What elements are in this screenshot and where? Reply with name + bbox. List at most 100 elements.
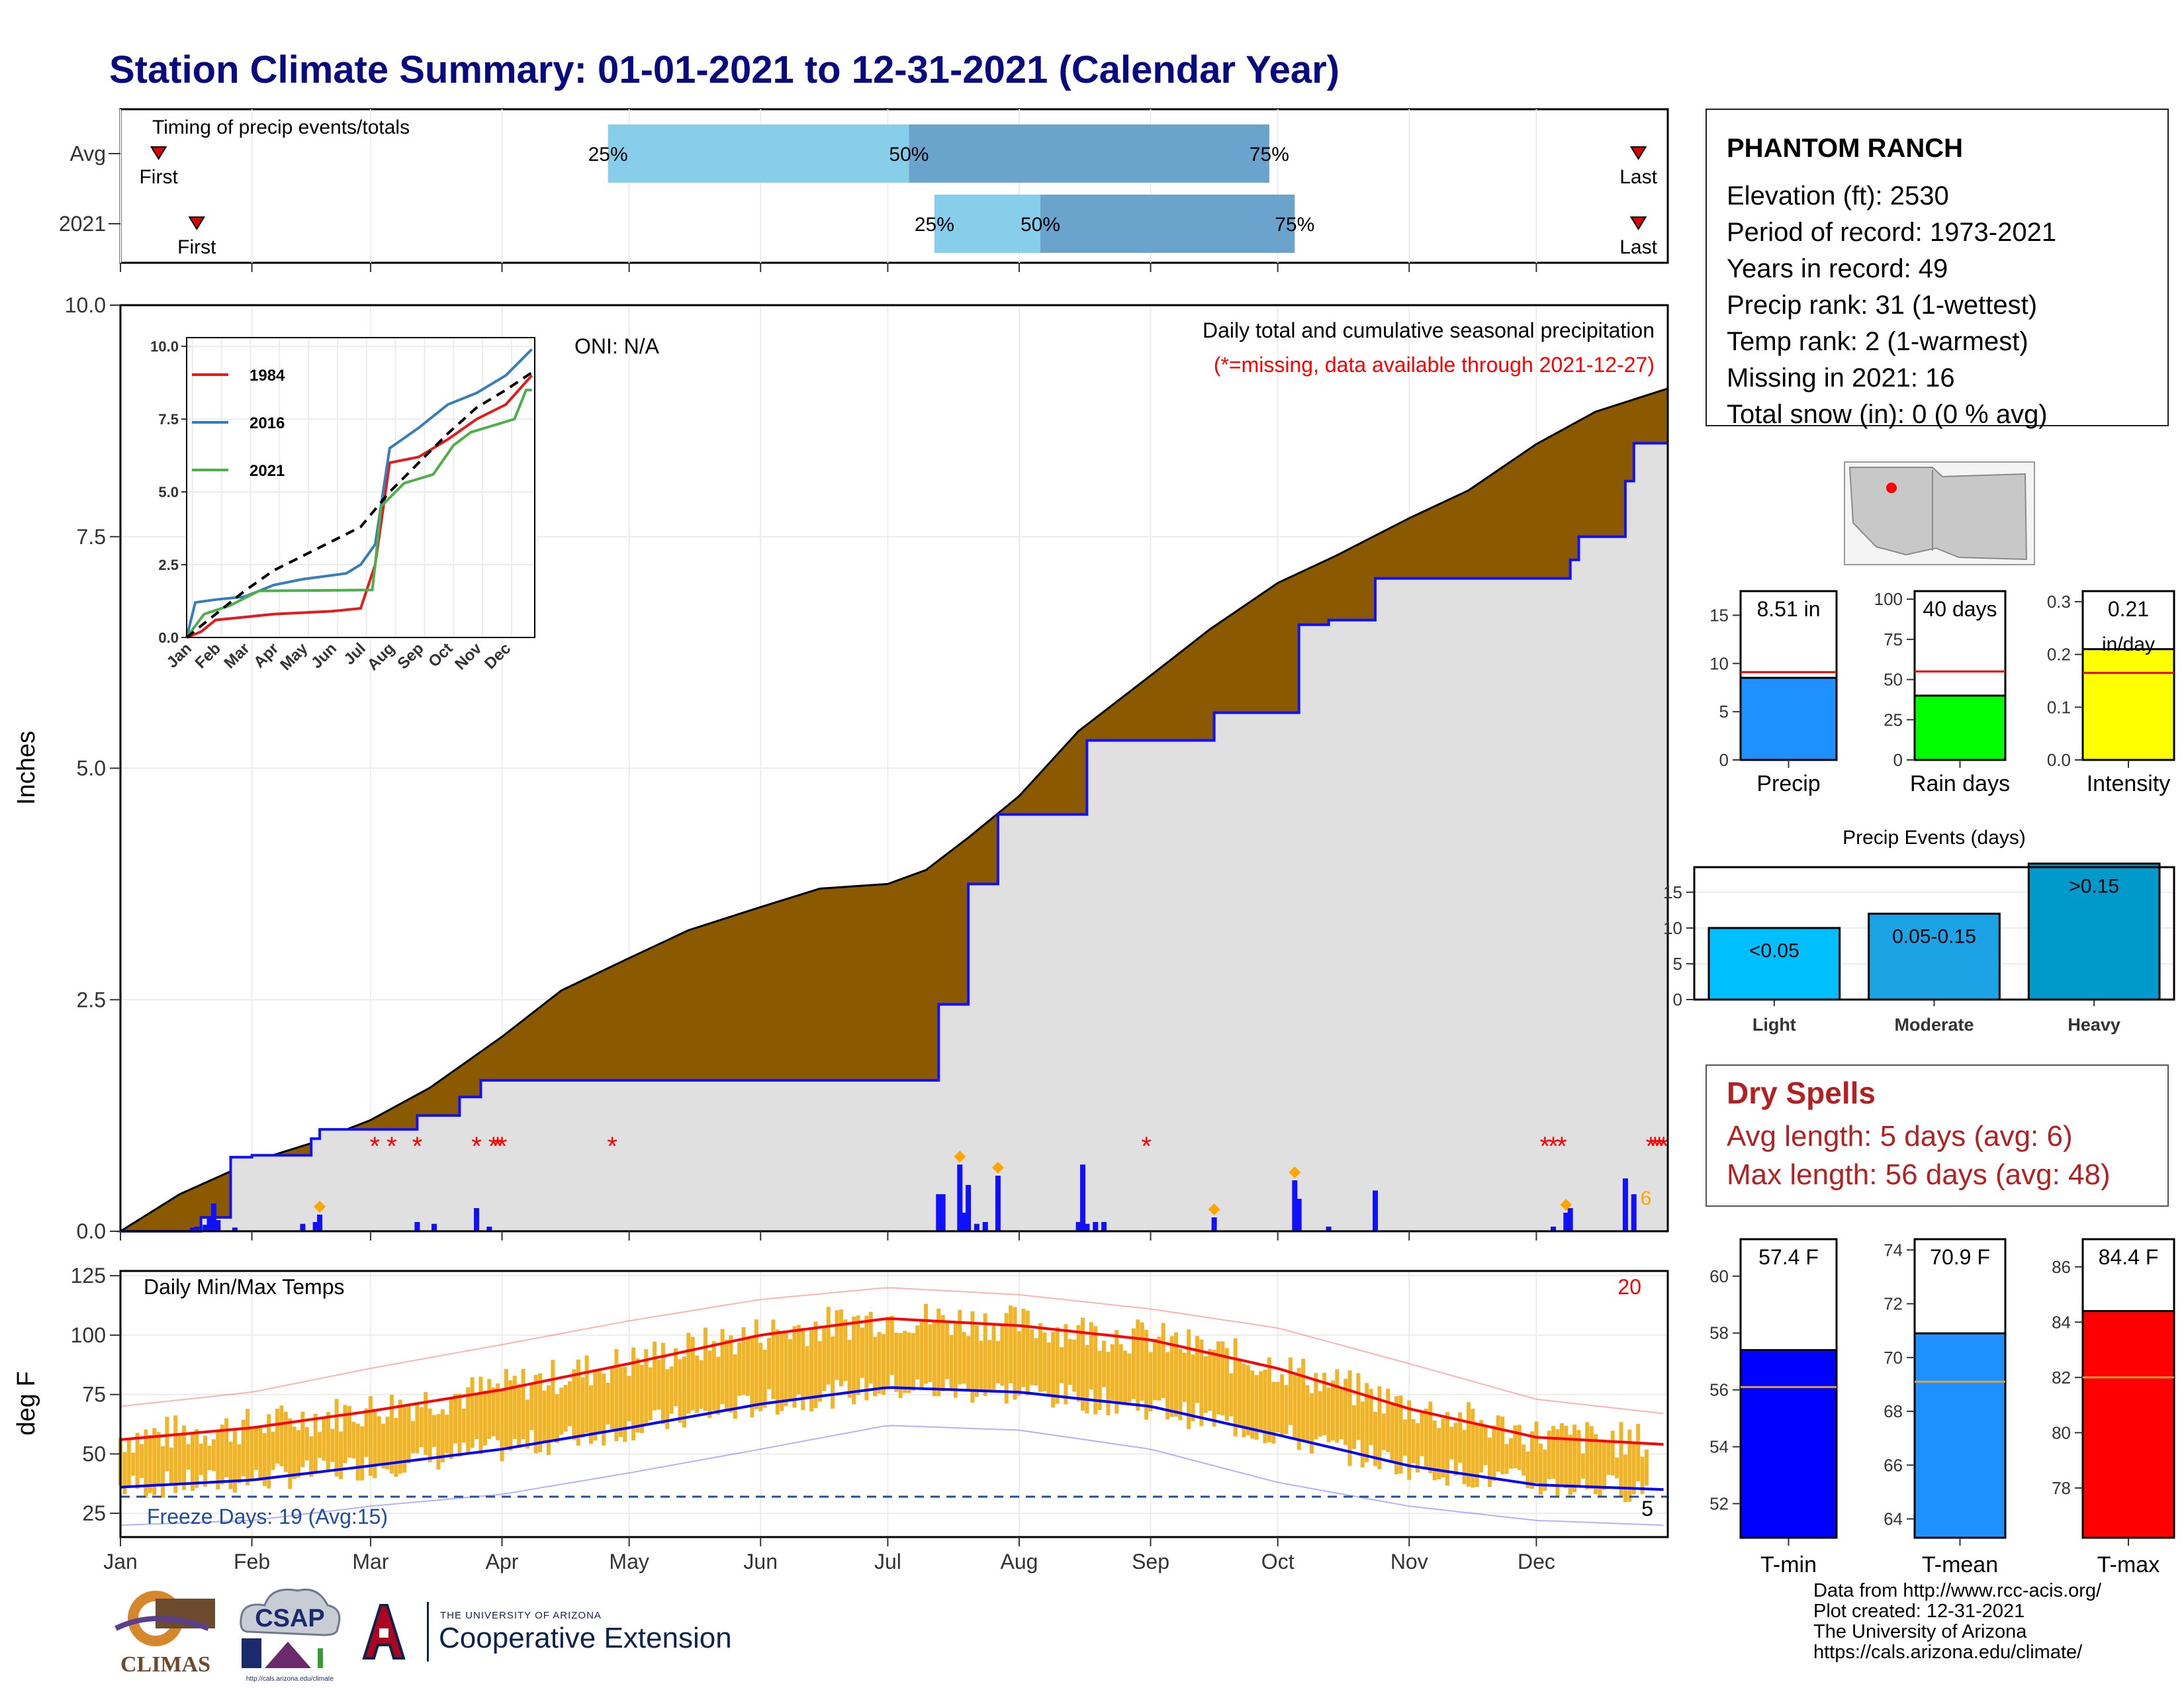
precip-y-tick-label: 10.0 — [65, 293, 106, 317]
daily-temp-bar — [1534, 1421, 1539, 1483]
daily-temp-bar — [186, 1444, 191, 1470]
page-title: Station Climate Summary: 01-01-2021 to 1… — [109, 48, 1340, 91]
inset-y-tick-label: 5.0 — [158, 484, 179, 500]
missing-day-marker: * — [370, 1132, 381, 1161]
footer-credits: Data from http://www.rcc-acis.org/ Plot … — [1813, 1581, 2101, 1663]
events-y-tick-label: 5 — [1673, 954, 1682, 974]
daily-temp-bar — [500, 1390, 504, 1462]
cumulative-2021-line — [120, 442, 1668, 1233]
daily-temp-bar — [1483, 1427, 1488, 1466]
daily-temp-bar — [953, 1323, 958, 1398]
missing-day-marker: * — [1539, 1132, 1550, 1161]
daily-temp-bar — [258, 1427, 263, 1481]
events-panel-frame — [1693, 866, 2175, 1001]
daily-temp-bar — [860, 1327, 864, 1378]
daily-temp-bar — [1051, 1332, 1056, 1408]
daily-temp-bar — [1157, 1336, 1161, 1401]
daily-temp-bar — [940, 1315, 945, 1391]
inset-legend-label: 1984 — [250, 367, 285, 385]
daily-temp-bar — [1136, 1319, 1140, 1411]
record-low-line — [120, 1425, 1664, 1526]
daily-temp-bar — [207, 1445, 212, 1470]
daily-temp-bar — [283, 1411, 288, 1472]
daily-temp-bar — [686, 1333, 691, 1414]
missing-day-marker: * — [492, 1132, 503, 1161]
daily-temp-bar — [1259, 1371, 1263, 1432]
daily-temp-bar — [482, 1390, 487, 1446]
daily-precip-bar — [474, 1208, 480, 1231]
daily-temp-bar — [250, 1428, 254, 1481]
daily-temp-bar — [1458, 1412, 1463, 1463]
daily-temp-bar — [1636, 1424, 1641, 1481]
daily-temp-bar — [1085, 1344, 1089, 1414]
daily-temp-bar — [1195, 1336, 1199, 1403]
daily-precip-bar — [1567, 1208, 1573, 1231]
tmean-category-label: T-mean — [1922, 1552, 1998, 1577]
daily-temp-bar — [394, 1417, 398, 1477]
precip-total-y-tick-label: 15 — [1709, 605, 1729, 625]
daily-temp-bar — [304, 1427, 309, 1461]
events-bar-label: 0.05-0.15 — [1892, 925, 1976, 947]
daily-temp-bar — [322, 1417, 326, 1461]
daily-temp-bar — [716, 1356, 721, 1415]
daily-temp-bar — [1000, 1325, 1005, 1386]
tmax-bar — [2081, 1310, 2175, 1539]
daily-precip-bar — [1211, 1217, 1217, 1231]
daily-temp-bar — [580, 1377, 585, 1438]
daily-temp-bar — [695, 1355, 700, 1413]
daily-temp-bar — [1165, 1352, 1170, 1420]
daily-temp-bar — [1127, 1353, 1132, 1403]
daily-temp-bar — [1068, 1338, 1072, 1385]
daily-temp-bar — [1242, 1363, 1246, 1438]
precip-total-y-tick-label: 0 — [1719, 750, 1729, 770]
inset-y-tick-label: 7.5 — [158, 411, 179, 428]
daily-temp-bar — [457, 1393, 462, 1457]
daily-temp-bar — [1038, 1323, 1042, 1392]
csap-logo-text: CSAP — [255, 1605, 325, 1632]
daily-temp-bar — [271, 1431, 275, 1470]
daily-temp-bar — [1462, 1430, 1467, 1485]
events-category-label: Heavy — [2068, 1015, 2120, 1035]
daily-temp-bar — [1297, 1368, 1301, 1450]
daily-temp-bar — [1347, 1370, 1352, 1466]
daily-temp-bar — [445, 1415, 449, 1454]
station-precip-rank: Precip rank: 31 (1-wettest) — [1727, 291, 2038, 320]
daily-temp-bar — [347, 1406, 351, 1458]
daily-temp-bar — [762, 1349, 767, 1408]
daily-temp-bar — [478, 1376, 483, 1454]
daily-temp-bar — [1394, 1396, 1399, 1475]
timing-pct-label: 25% — [915, 214, 954, 236]
hot-day-count: 20 — [1617, 1275, 1641, 1299]
daily-temp-bar — [602, 1373, 606, 1446]
footer-plot-created: Plot created: 12-31-2021 — [1813, 1601, 2025, 1622]
rain-days-bar — [1913, 694, 2007, 761]
daily-temp-bar — [360, 1426, 365, 1481]
daily-temp-bar — [690, 1336, 695, 1411]
daily-temp-bar — [1551, 1426, 1556, 1479]
inset-frame — [186, 337, 535, 638]
daily-temp-bar — [1187, 1329, 1191, 1429]
daily-temp-bar — [1042, 1332, 1047, 1391]
daily-temp-bar — [262, 1432, 267, 1486]
daily-temp-bar — [555, 1394, 559, 1443]
daily-temp-bar — [966, 1336, 971, 1392]
daily-temp-bar — [326, 1411, 330, 1472]
tmean-y-tick-label: 68 — [1884, 1401, 1903, 1421]
daily-temp-bar — [173, 1415, 178, 1493]
daily-temp-bar — [737, 1342, 742, 1396]
daily-temp-bar — [1009, 1305, 1013, 1383]
daily-temp-bar — [512, 1376, 517, 1439]
tmin-bar — [1739, 1349, 1838, 1539]
daily-precip-bar — [1326, 1227, 1332, 1231]
daily-temp-bar — [1441, 1418, 1445, 1477]
daily-temp-bar — [288, 1418, 293, 1489]
timing-bar-q25-q50 — [608, 124, 909, 183]
daily-temp-bar — [1522, 1444, 1526, 1476]
daily-temp-bar — [1508, 1438, 1513, 1469]
daily-temp-bar — [533, 1374, 538, 1454]
daily-temp-bar — [1428, 1401, 1433, 1474]
missing-day-marker: * — [471, 1132, 482, 1161]
daily-temp-bar — [216, 1430, 220, 1490]
daily-temp-bar — [873, 1336, 878, 1397]
daily-temp-bar — [1351, 1405, 1356, 1449]
